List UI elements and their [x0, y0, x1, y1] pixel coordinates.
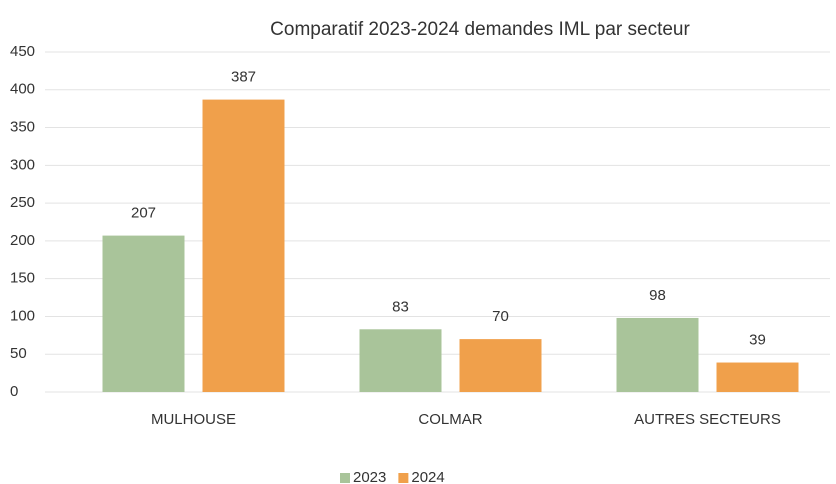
value-label: 39	[749, 332, 766, 349]
y-tick-label: 50	[10, 345, 27, 362]
value-label: 70	[492, 308, 509, 325]
bar	[616, 317, 699, 392]
y-tick-label: 150	[10, 270, 35, 287]
y-tick-label: 400	[10, 81, 35, 98]
legend-swatch	[340, 473, 350, 483]
value-label: 98	[649, 287, 666, 304]
bar	[459, 339, 542, 392]
legend-swatch	[398, 473, 409, 483]
value-label: 207	[131, 205, 156, 222]
value-label: 387	[231, 69, 256, 86]
legend-label: 2023	[353, 469, 386, 484]
y-tick-label: 0	[10, 383, 18, 400]
y-tick-label: 300	[10, 156, 35, 173]
y-tick-label: 250	[10, 194, 35, 211]
bar	[202, 99, 285, 392]
bar	[359, 329, 442, 392]
x-tick-label: AUTRES SECTEURS	[634, 411, 781, 428]
y-tick-label: 200	[10, 232, 35, 249]
bar	[102, 235, 185, 392]
chart-title: Comparatif 2023-2024 demandes IML par se…	[270, 19, 690, 40]
y-tick-label: 450	[10, 43, 35, 60]
bar	[716, 362, 799, 392]
value-label: 83	[392, 298, 409, 315]
x-tick-label: MULHOUSE	[151, 411, 236, 428]
y-tick-label: 350	[10, 119, 35, 136]
x-tick-label: COLMAR	[418, 411, 482, 428]
y-tick-label: 100	[10, 307, 35, 324]
legend-label: 2024	[411, 469, 444, 484]
